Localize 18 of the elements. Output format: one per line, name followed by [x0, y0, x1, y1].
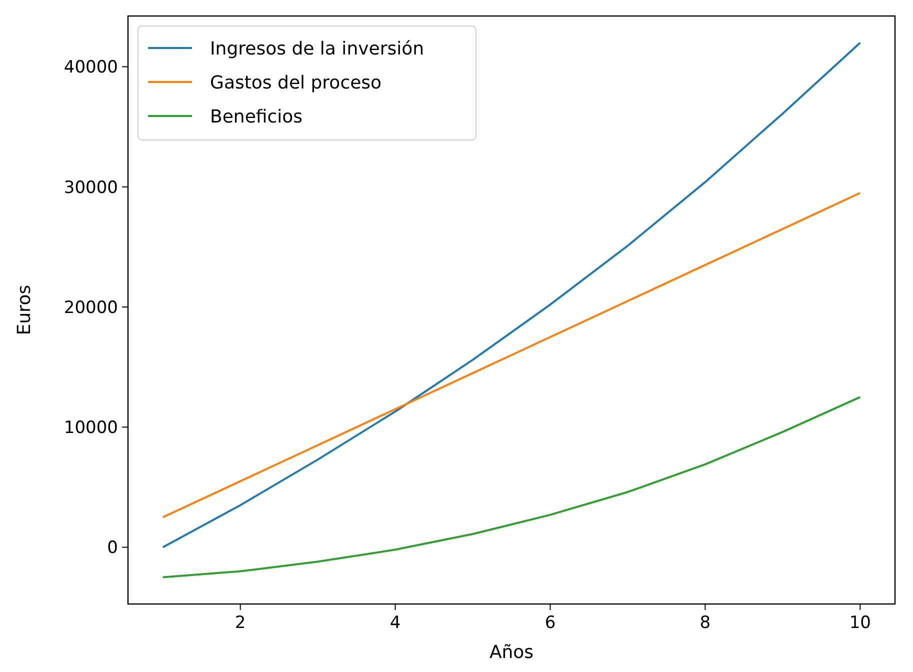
y-tick-label: 40000 [64, 58, 118, 78]
legend-label: Gastos del proceso [210, 72, 382, 94]
x-tick-label: 2 [234, 613, 246, 633]
y-tick-label: 0 [107, 538, 118, 558]
x-tick-label: 6 [544, 613, 556, 633]
x-tick-label: 10 [849, 613, 871, 633]
x-axis-title: Años [489, 642, 534, 663]
line-series [162, 192, 862, 518]
y-axis-title: Euros [14, 284, 35, 336]
y-tick-label: 30000 [64, 178, 118, 198]
y-tick-label: 20000 [64, 298, 118, 318]
line-series [162, 42, 862, 548]
line-series [162, 396, 862, 578]
legend-label: Beneficios [210, 106, 303, 128]
x-tick-label: 4 [390, 613, 401, 633]
x-tick-label: 8 [700, 613, 711, 633]
y-tick-label: 10000 [64, 418, 118, 438]
legend-label: Ingresos de la inversión [210, 38, 424, 60]
